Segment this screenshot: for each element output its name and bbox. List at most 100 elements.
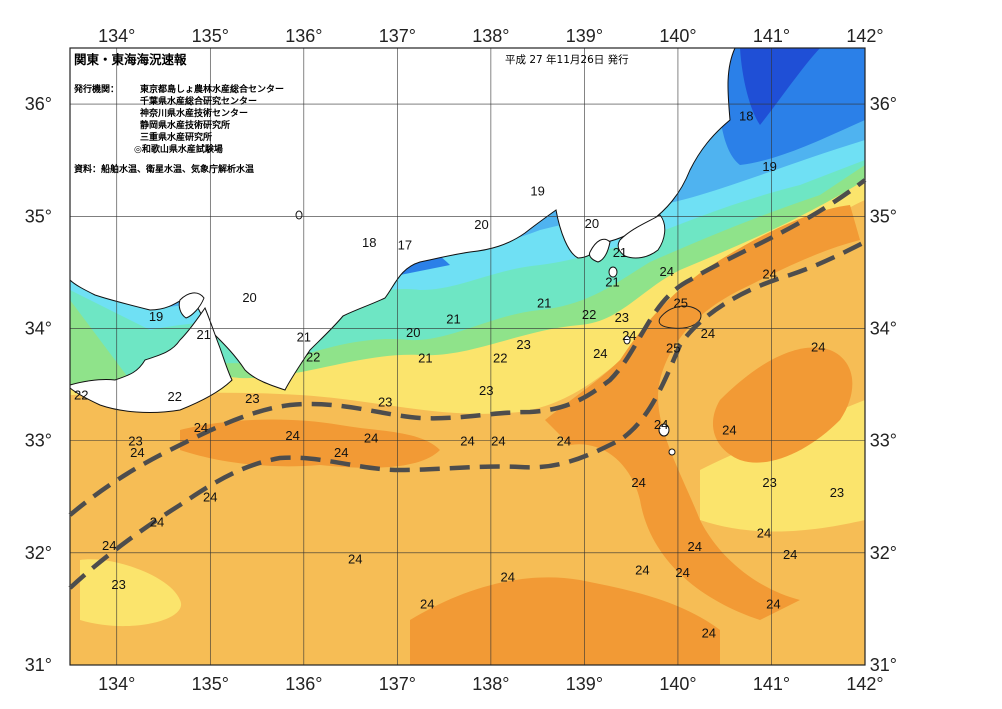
latitude-label: 35° — [25, 206, 52, 226]
longitude-label: 136° — [285, 26, 322, 46]
isotherm-label: 23 — [245, 391, 259, 406]
latitude-label: 34° — [870, 318, 897, 338]
isotherm-label: 24 — [701, 326, 715, 341]
miyake-island — [623, 335, 631, 345]
isotherm-label: 21 — [446, 311, 460, 326]
isotherm-label: 22 — [493, 351, 507, 366]
latitude-label: 33° — [25, 431, 52, 451]
isotherm-label: 23 — [615, 310, 629, 325]
minor-island — [295, 210, 303, 220]
isotherm-label: 24 — [491, 434, 505, 449]
isotherm-label: 23 — [516, 337, 530, 352]
isotherm-label: 24 — [593, 346, 607, 361]
band-24-west — [180, 419, 440, 468]
isotherm-label: 23 — [762, 475, 776, 490]
isotherm-label: 24 — [460, 434, 474, 449]
isotherm-label: 24 — [659, 264, 673, 279]
awaji-island — [178, 292, 205, 319]
isotherm-label: 24 — [688, 539, 702, 554]
band-24-core — [545, 205, 860, 620]
isotherm-label: 20 — [585, 216, 599, 231]
band-24-east — [712, 347, 853, 463]
longitude-label: 134° — [98, 674, 135, 694]
isotherm-label: 24 — [348, 551, 362, 566]
isotherm-label: 24 — [334, 445, 348, 460]
isotherm-label: 22 — [306, 350, 320, 365]
longitude-label: 140° — [659, 26, 696, 46]
isotherm-label: 20 — [242, 290, 256, 305]
isotherm-label: 21 — [297, 329, 311, 344]
isotherm-label: 24 — [757, 526, 771, 541]
longitude-label: 135° — [192, 674, 229, 694]
isotherm-label: 24 — [500, 569, 514, 584]
longitude-label: 137° — [379, 674, 416, 694]
isotherm-label: 24 — [622, 328, 636, 343]
isotherm-label: 24 — [783, 547, 797, 562]
isotherm-labels: 17 18 18 19 19 19 20 20 20 20 21 21 21 21 21 21 21 22 22 22… — [74, 108, 844, 640]
isotherm-label: 18 — [739, 108, 753, 123]
isotherm-label: 23 — [128, 434, 142, 449]
isotherm-label: 25 — [674, 296, 688, 311]
data-source: 資料：船舶水温、衛星水温、気象庁解析水温 — [74, 163, 254, 175]
issuer-item: 静岡県水産技術研究所 — [140, 119, 230, 131]
longitude-label: 134° — [98, 26, 135, 46]
longitude-label: 139° — [566, 674, 603, 694]
issuer-item: ◎和歌山県水産試験場 — [134, 143, 223, 155]
isotherm-label: 24 — [811, 339, 825, 354]
isotherm-label: 24 — [557, 434, 571, 449]
isotherm-label: 24 — [722, 422, 736, 437]
longitude-label: 137° — [379, 26, 416, 46]
latitude-label: 31° — [25, 655, 52, 675]
issue-date: 平成 27 年11月26日 発行 — [505, 53, 629, 66]
issuer-item: 神奈川県水産技術センター — [140, 107, 248, 119]
miura-peninsula — [589, 238, 611, 263]
isotherm-label: 21 — [537, 296, 551, 311]
graticule — [70, 48, 865, 665]
map-title: 関東・東海海況速報 — [74, 52, 187, 67]
isotherm-label: 23 — [378, 394, 392, 409]
oshima-island — [608, 266, 618, 278]
isotherm-label: 24 — [150, 514, 164, 529]
isotherm-label: 19 — [762, 159, 776, 174]
kuroshio-axis — [68, 178, 867, 590]
isotherm-label: 24 — [285, 428, 299, 443]
isotherm-label: 24 — [420, 596, 434, 611]
isotherm-label: 20 — [474, 217, 488, 232]
band-24-south — [410, 577, 720, 665]
coordinate-labels: 134° 134° 135° 135° 136° 136° 137° 137° 138° 138°… — [25, 26, 897, 694]
longitude-label: 138° — [472, 674, 509, 694]
isotherm-label: 24 — [631, 475, 645, 490]
latitude-label: 35° — [870, 206, 897, 226]
latitude-label: 36° — [25, 94, 52, 114]
isotherm-label: 21 — [197, 327, 211, 342]
header-block: 関東・東海海況速報 平成 27 年11月26日 発行 発行機関： 東京都島しょ農… — [73, 52, 629, 175]
isotherm-label: 17 — [398, 237, 412, 252]
longitude-label: 135° — [192, 26, 229, 46]
longitude-label: 139° — [566, 26, 603, 46]
isotherm-label: 23 — [111, 577, 125, 592]
isotherm-label: 19 — [149, 309, 163, 324]
isotherm-label: 24 — [102, 538, 116, 553]
latitude-label: 33° — [870, 431, 897, 451]
isotherm-label: 22 — [74, 388, 88, 403]
isotherm-label: 24 — [675, 565, 689, 580]
latitude-label: 32° — [870, 543, 897, 563]
isotherm-label: 21 — [418, 351, 432, 366]
isotherm-label: 19 — [530, 183, 544, 198]
isotherm-label: 23 — [830, 485, 844, 500]
issuer-item: 三重県水産研究所 — [140, 131, 212, 143]
aogashima-island — [668, 448, 676, 456]
isotherm-label: 23 — [479, 383, 493, 398]
longitude-label: 140° — [659, 674, 696, 694]
isotherm-label: 22 — [168, 389, 182, 404]
isotherm-label: 20 — [406, 325, 420, 340]
latitude-label: 34° — [25, 318, 52, 338]
isotherm-label: 25 — [666, 341, 680, 356]
coastline — [69, 47, 736, 456]
isotherm-label: 24 — [635, 563, 649, 578]
longitude-label: 138° — [472, 26, 509, 46]
isotherm-label: 24 — [203, 490, 217, 505]
boso-peninsula — [617, 214, 666, 259]
latitude-label: 36° — [870, 94, 897, 114]
longitude-label: 141° — [753, 26, 790, 46]
